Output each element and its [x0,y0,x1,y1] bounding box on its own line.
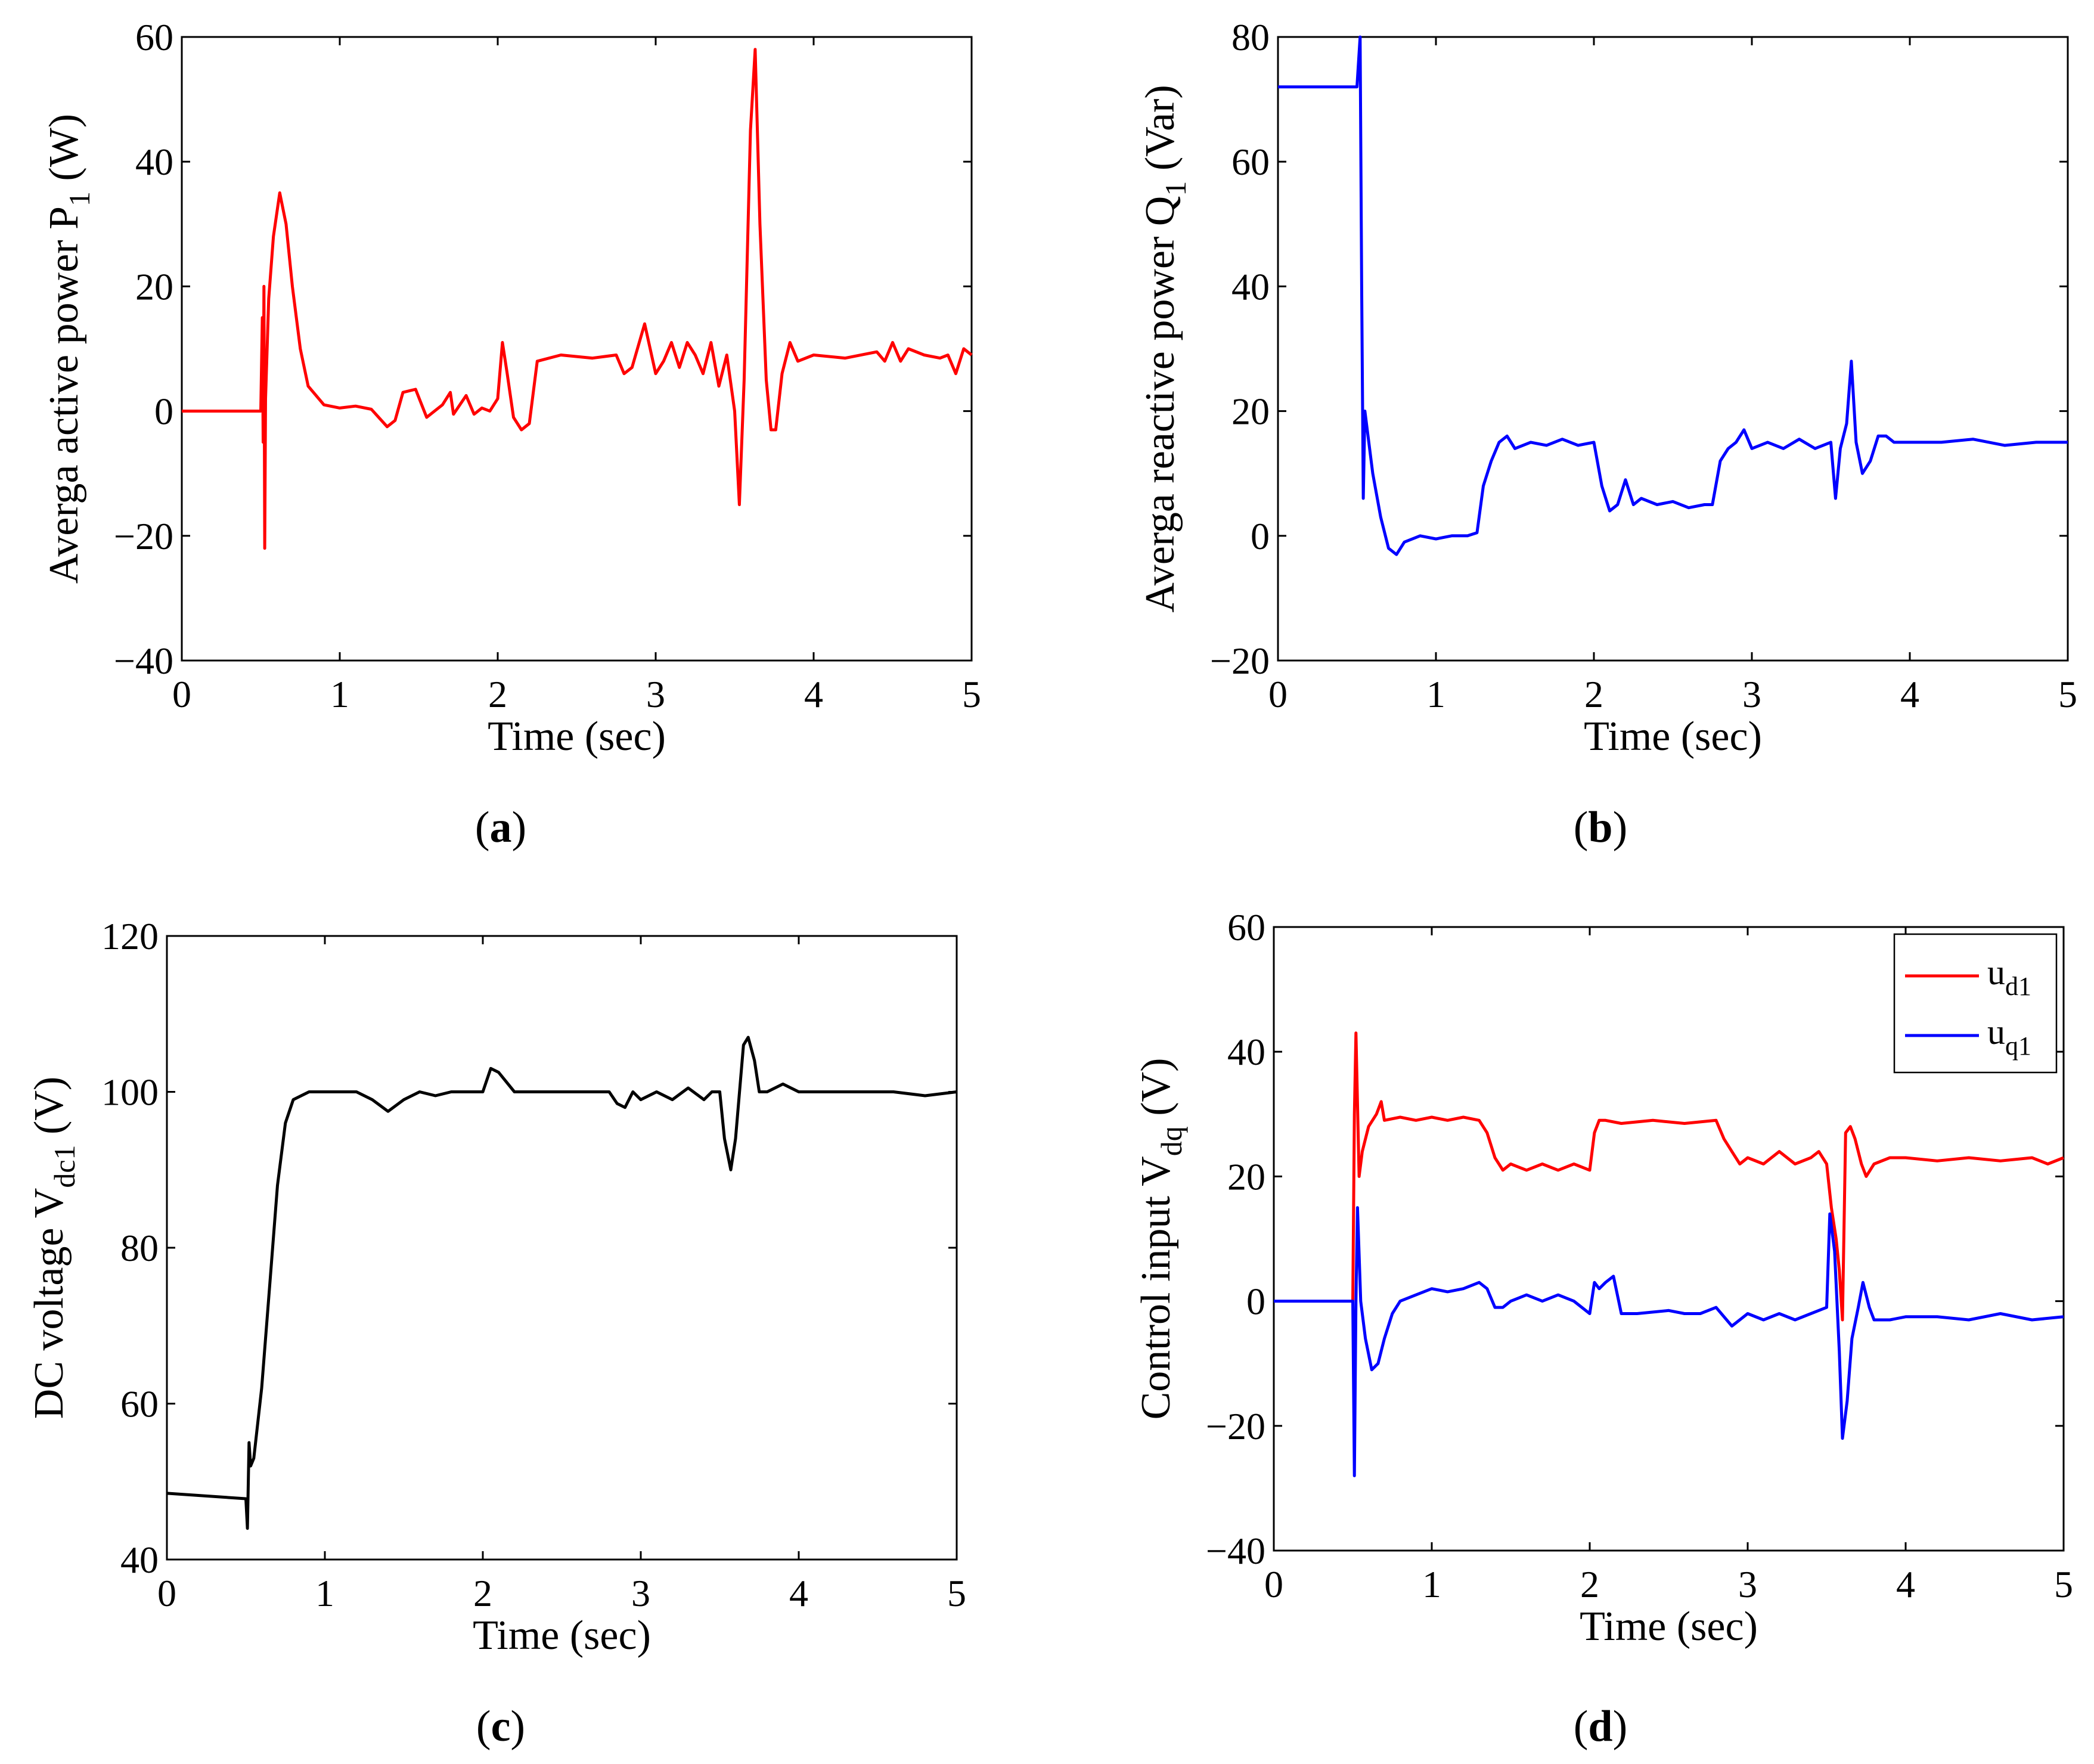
x-tick-label: 4 [1900,673,1919,715]
x-axis-label: Time (sec) [1584,714,1762,759]
chart-panel-c: 0 1 2 3 4 5 40 60 80 100 120 Time (sec) DC voltage V… [26,915,966,1658]
y-axis-label: DC voltage Vdc1 (V) [26,1077,81,1419]
legend-label-main: u [1987,1012,2005,1052]
y-tick-label: 40 [135,141,173,183]
panel-caption-letter: d [1588,1702,1612,1751]
panel-caption-c: (c) [476,1702,525,1751]
x-tick-label: 0 [1268,673,1288,715]
y-tick-label: 80 [120,1227,159,1269]
y-axis-label-sub: dc1 [48,1145,81,1188]
panel-caption-letter: b [1588,803,1612,852]
panel-caption-d: (d) [1574,1702,1627,1751]
x-tick-label: 0 [172,673,191,715]
y-axis-label-suffix: (Var) [1137,85,1183,181]
plot-area [166,935,958,1561]
y-tick-label: −20 [1210,640,1270,682]
x-tick-label: 3 [631,1572,650,1614]
y-tick-label: 60 [1231,141,1270,183]
y-tick-label: 60 [120,1383,159,1425]
x-tick-label: 3 [646,673,665,715]
x-tick-label: 4 [1896,1563,1915,1605]
y-axis-label: Control input Vdq (V) [1133,1058,1188,1420]
y-axis-label: Averga reactive power Q1 (Var) [1137,85,1192,612]
series-line-uq1 [1274,1206,2064,1477]
plot-area [181,36,973,662]
panel-caption-a: (a) [475,803,526,852]
series-line-P1 [182,48,973,550]
y-tick-label: 120 [101,915,159,957]
x-tick-label: 2 [1580,1563,1599,1605]
x-tick-label: 2 [1584,673,1603,715]
y-tick-label: 100 [101,1071,159,1114]
series-line-ud1 [1351,1031,2064,1322]
series-line-Vdc1 [166,1036,957,1530]
y-tick-label: 20 [1227,1155,1265,1198]
x-tick-label: 5 [2054,1563,2073,1605]
y-axis-label-sub: 1 [63,191,96,206]
x-axis-label: Time (sec) [1580,1604,1758,1650]
y-axis-label: Averga active power P1 (W) [41,114,96,584]
legend-label-uq1: uq1 [1987,1012,2031,1061]
x-tick-label: 2 [488,673,507,715]
legend-box [1893,933,2058,1074]
y-axis-label-main: Averga active power P [41,206,87,584]
legend-label-sub: d1 [2005,972,2031,1001]
y-tick-label: −40 [114,640,173,682]
x-tick-label: 4 [804,673,823,715]
y-tick-label: −20 [1206,1405,1265,1447]
x-tick-label: 2 [473,1572,492,1614]
x-tick-label: 0 [157,1572,176,1614]
y-axis-label-sub: 1 [1159,181,1192,196]
panel-caption-b: (b) [1574,803,1627,852]
panel-caption-letter: c [491,1702,511,1751]
panel-caption-letter: a [490,803,512,852]
y-axis-label-suffix: (V) [1133,1058,1179,1127]
y-axis-label-suffix: (V) [26,1077,72,1145]
x-tick-label: 0 [1264,1563,1283,1605]
y-axis-label-main: DC voltage V [26,1188,72,1419]
x-axis-label: Time (sec) [488,714,666,759]
x-tick-label: 3 [1738,1563,1757,1605]
y-axis-label-main: Averga reactive power Q [1137,196,1183,613]
x-tick-label: 1 [1426,673,1445,715]
x-axis-label: Time (sec) [473,1613,651,1658]
x-tick-label: 5 [947,1572,966,1614]
y-tick-label: −40 [1206,1530,1265,1572]
y-tick-label: 0 [1251,515,1270,557]
series-line-Q1 [1278,35,2068,556]
y-tick-label: 0 [1246,1281,1265,1323]
y-tick-label: 40 [1231,265,1270,308]
x-tick-label: 4 [789,1572,808,1614]
y-tick-label: 60 [1227,906,1265,948]
y-tick-label: 20 [135,265,173,308]
y-axis-label-sub: dq [1155,1126,1188,1156]
plot-area [1277,36,2069,662]
x-tick-label: 5 [2058,673,2077,715]
y-tick-label: 20 [1231,390,1270,433]
y-tick-label: 40 [120,1539,159,1581]
x-tick-label: 1 [330,673,349,715]
x-tick-label: 1 [315,1572,334,1614]
legend-label-ud1: ud1 [1987,953,2031,1001]
x-tick-label: 3 [1742,673,1761,715]
y-axis-label-suffix: (W) [41,114,87,191]
chart-panel-a: 0 1 2 3 4 5 −40 −20 0 20 40 60 Time (sec) Averga acti… [41,16,981,759]
y-tick-label: −20 [114,515,173,557]
y-tick-label: 60 [135,16,173,58]
x-tick-label: 5 [962,673,981,715]
legend-label-main: u [1987,953,2005,992]
legend-label-sub: q1 [2005,1031,2031,1061]
y-tick-label: 0 [154,390,173,433]
y-tick-label: 40 [1227,1031,1265,1073]
chart-panel-d: 0 1 2 3 4 5 −40 −20 0 20 40 60 Time (sec) Control inp… [1133,906,2073,1650]
x-tick-label: 1 [1422,1563,1441,1605]
y-axis-label-main: Control input V [1133,1156,1179,1419]
y-tick-label: 80 [1231,16,1270,58]
